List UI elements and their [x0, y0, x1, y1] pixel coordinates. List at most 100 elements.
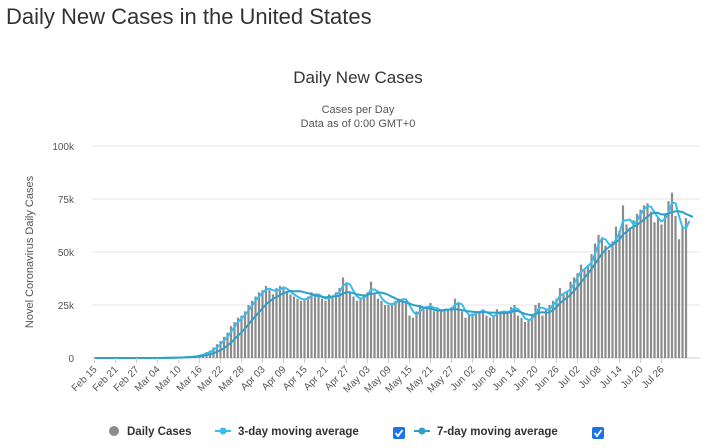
daily-case-bar	[583, 268, 586, 358]
daily-case-bar	[502, 313, 506, 358]
bar-series	[159, 192, 688, 358]
daily-case-bar	[513, 305, 516, 358]
daily-case-bar	[254, 296, 257, 358]
x-tick-label: Jul 08	[577, 364, 604, 391]
daily-case-bar	[660, 224, 663, 358]
daily-case-bar	[621, 205, 625, 358]
daily-case-bar	[548, 305, 551, 358]
daily-case-bar	[474, 311, 478, 358]
daily-case-bar	[604, 245, 607, 358]
daily-case-bar	[429, 302, 432, 358]
daily-case-bar	[327, 294, 331, 358]
daily-case-bar	[383, 305, 387, 358]
daily-case-bar	[600, 237, 604, 358]
daily-case-bar	[261, 290, 264, 358]
daily-case-bar	[411, 317, 415, 358]
checkbox-box[interactable]	[592, 427, 604, 439]
daily-case-bar	[352, 296, 355, 358]
daily-case-bar	[296, 298, 299, 358]
daily-case-bar	[537, 302, 541, 358]
daily-case-bar	[436, 311, 439, 358]
daily-case-bar	[625, 224, 628, 358]
daily-case-bar	[390, 302, 394, 358]
daily-case-bar	[338, 288, 341, 358]
legend: Daily Cases 3-day moving average 7-day mov…	[109, 426, 604, 439]
chart-subtitle-line-2: Data as of 0:00 GMT+0	[301, 118, 416, 130]
daily-case-bar	[380, 300, 383, 358]
daily-case-bar	[320, 298, 324, 358]
daily-case-bar	[355, 300, 359, 358]
y-tick-label: 100k	[52, 142, 75, 153]
legend-item-1[interactable]: Daily Cases	[109, 426, 192, 438]
daily-case-bar	[677, 239, 681, 358]
daily-case-bar	[460, 311, 464, 358]
daily-case-bar	[457, 302, 460, 358]
daily-case-bar	[331, 296, 334, 358]
daily-case-bar	[558, 288, 562, 358]
daily-case-bar	[257, 292, 261, 358]
daily-case-bar	[649, 211, 653, 358]
daily-case-bar	[324, 300, 327, 358]
daily-case-bar	[684, 218, 688, 358]
daily-case-bar	[530, 315, 534, 358]
line-series	[94, 201, 694, 359]
y-axis-ticks: 0 25k 50k 75k 100k	[52, 142, 75, 365]
legend-label: Daily Cases	[127, 426, 192, 438]
daily-case-bar	[492, 315, 495, 358]
daily-case-bar	[586, 264, 590, 358]
daily-case-bar	[289, 294, 292, 358]
daily-case-bar	[551, 300, 555, 358]
daily-case-bar	[268, 290, 271, 358]
daily-case-bar	[618, 230, 621, 358]
daily-case-bar	[366, 292, 369, 358]
daily-case-bar	[313, 294, 317, 358]
daily-case-bar	[527, 319, 530, 358]
daily-case-bar	[495, 309, 499, 358]
daily-case-bar	[569, 281, 572, 358]
daily-case-bar	[674, 215, 677, 358]
x-tick-label: Jul 02	[556, 364, 583, 391]
daily-case-bar	[425, 309, 429, 358]
daily-case-bar	[397, 298, 401, 358]
daily-case-bar	[481, 309, 485, 358]
daily-case-bar	[348, 292, 352, 358]
daily-case-bar	[478, 311, 481, 358]
daily-case-bar	[653, 222, 656, 358]
daily-case-bar	[404, 300, 408, 358]
daily-case-bar	[670, 192, 674, 358]
daily-case-bar	[303, 298, 306, 358]
daily-case-bar	[394, 300, 397, 358]
legend-checkbox[interactable]	[393, 427, 405, 439]
daily-case-bar	[681, 226, 684, 358]
daily-case-bar	[565, 292, 569, 358]
daily-case-bar	[579, 264, 583, 358]
daily-case-bar	[439, 309, 443, 358]
daily-case-bar	[597, 235, 600, 358]
daily-case-bar	[576, 273, 579, 358]
daily-case-bar	[334, 292, 338, 358]
daily-case-bar	[250, 300, 254, 358]
y-tick-label: 0	[68, 354, 74, 365]
daily-case-bar	[278, 285, 282, 358]
daily-case-bar	[642, 205, 646, 358]
legend-marker-dot	[219, 427, 227, 435]
daily-case-bar	[387, 305, 390, 358]
daily-case-bar	[292, 296, 296, 358]
daily-case-bar	[485, 315, 488, 358]
daily-case-bar	[635, 213, 639, 358]
legend-item-2[interactable]: 3-day moving average	[215, 426, 359, 438]
daily-case-bar	[646, 203, 649, 358]
x-tick-label: Jun 26	[533, 364, 562, 393]
daily-case-bar	[534, 305, 537, 358]
daily-case-bar	[663, 213, 667, 358]
daily-case-bar	[264, 285, 268, 358]
daily-case-bar	[418, 305, 422, 358]
y-tick-label: 75k	[58, 195, 75, 206]
legend-item-3[interactable]: 7-day moving average	[414, 426, 558, 438]
daily-case-bar	[376, 298, 380, 358]
daily-case-bar	[464, 317, 467, 358]
legend-checkbox[interactable]	[592, 427, 604, 439]
daily-case-bar	[275, 288, 278, 358]
checkbox-box[interactable]	[393, 427, 405, 439]
